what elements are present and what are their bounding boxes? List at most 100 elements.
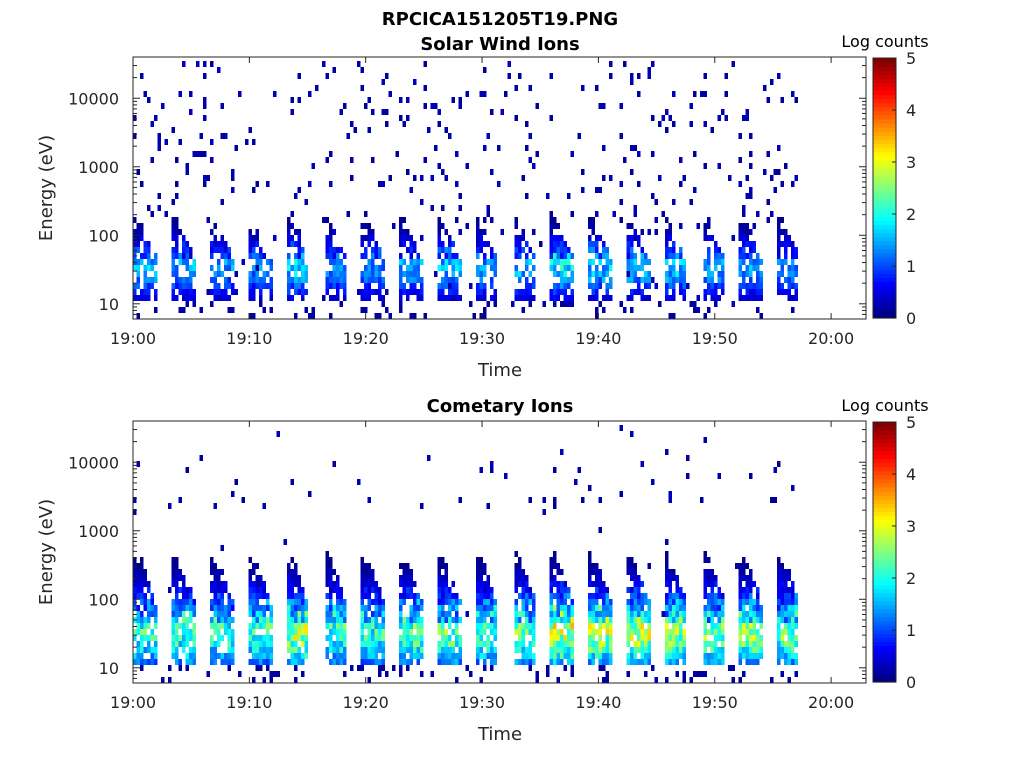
heatmap-cell: [570, 605, 574, 611]
heatmap-cell: [147, 253, 151, 259]
heatmap-cell: [567, 659, 571, 665]
heatmap-cell: [255, 181, 259, 187]
heatmap-cell: [409, 289, 413, 295]
heatmap-cell: [178, 497, 182, 503]
heatmap-cell: [448, 617, 452, 623]
heatmap-cell: [367, 605, 371, 611]
heatmap-cell: [339, 647, 343, 653]
heatmap-cell: [651, 193, 655, 199]
heatmap-cell: [329, 635, 333, 641]
heatmap-cell: [224, 133, 228, 139]
heatmap-cell: [724, 115, 728, 121]
heatmap-cell: [532, 593, 536, 599]
heatmap-cell: [315, 85, 319, 91]
heatmap-cell: [360, 647, 364, 653]
heatmap-cell: [364, 283, 368, 289]
heatmap-cell: [360, 235, 364, 241]
plot-frame: [132, 420, 867, 684]
heatmap-cell: [721, 659, 725, 665]
heatmap-cell: [444, 593, 448, 599]
heatmap-cell: [560, 581, 564, 587]
heatmap-cell: [745, 641, 749, 647]
heatmap-cell: [595, 647, 599, 653]
heatmap-cell: [444, 229, 448, 235]
heatmap-cell: [409, 187, 413, 193]
heatmap-cell: [602, 593, 606, 599]
heatmap-cell: [367, 265, 371, 271]
heatmap-cell: [367, 295, 371, 301]
heatmap-cell: [339, 623, 343, 629]
heatmap-cell: [742, 557, 746, 563]
heatmap-cell: [626, 253, 630, 259]
heatmap-cell: [787, 605, 791, 611]
heatmap-cell: [441, 599, 445, 605]
heatmap-cell: [556, 629, 560, 635]
heatmap-cell: [402, 617, 406, 623]
heatmap-cell: [602, 271, 606, 277]
heatmap-cell: [252, 641, 256, 647]
heatmap-cell: [437, 593, 441, 599]
heatmap-cell: [259, 295, 263, 301]
heatmap-cell: [556, 611, 560, 617]
heatmap-cell: [630, 73, 634, 79]
heatmap-cell: [759, 623, 763, 629]
heatmap-cell: [483, 283, 487, 289]
colorbar-swatch: [873, 560, 896, 565]
heatmap-cell: [703, 551, 707, 557]
heatmap-cell: [595, 187, 599, 193]
heatmap-cell: [385, 73, 389, 79]
heatmap-cell: [588, 647, 592, 653]
heatmap-cell: [371, 289, 375, 295]
heatmap-cell: [287, 593, 291, 599]
heatmap-cell: [619, 199, 623, 205]
heatmap-cell: [703, 653, 707, 659]
heatmap-cell: [217, 283, 221, 289]
heatmap-cell: [742, 211, 746, 217]
heatmap-cell: [458, 193, 462, 199]
heatmap-cell: [248, 647, 252, 653]
heatmap-cell: [630, 145, 634, 151]
heatmap-cell: [374, 581, 378, 587]
heatmap-cell: [553, 653, 557, 659]
colorbar-swatch: [873, 434, 896, 439]
heatmap-cell: [679, 265, 683, 271]
colorbar-swatch: [873, 232, 896, 238]
heatmap-cell: [136, 611, 140, 617]
heatmap-cell: [378, 641, 382, 647]
heatmap-cell: [381, 647, 385, 653]
heatmap-cell: [525, 289, 529, 295]
heatmap-cell: [329, 295, 333, 301]
heatmap-cell: [301, 587, 305, 593]
heatmap-cell: [465, 163, 469, 169]
heatmap-cell: [133, 217, 137, 223]
colorbar-tick-label: 4: [906, 465, 916, 484]
heatmap-cell: [490, 265, 494, 271]
heatmap-cell: [500, 229, 504, 235]
heatmap-cell: [787, 295, 791, 301]
heatmap-cell: [602, 587, 606, 593]
heatmap-cell: [371, 611, 375, 617]
heatmap-cell: [738, 617, 742, 623]
heatmap-cell: [591, 569, 595, 575]
heatmap-cell: [647, 295, 651, 301]
heatmap-cell: [157, 193, 161, 199]
panel-cometary-ions: Cometary Ions 19:00 19:10 19:20 19:30 19:40 1…: [36, 396, 929, 745]
heatmap-cell: [745, 289, 749, 295]
heatmap-cell: [654, 199, 658, 205]
heatmap-cell: [651, 479, 655, 485]
heatmap-cell: [367, 593, 371, 599]
heatmap-cell: [213, 653, 217, 659]
heatmap-cell: [297, 229, 301, 235]
heatmap-cell: [493, 647, 497, 653]
heatmap-cell: [287, 647, 291, 653]
heatmap-cell: [721, 635, 725, 641]
heatmap-cell: [696, 671, 700, 677]
heatmap-cell: [525, 617, 529, 623]
heatmap-cell: [213, 247, 217, 253]
heatmap-cell: [679, 617, 683, 623]
colorbar-swatch: [873, 188, 896, 193]
heatmap-cell: [658, 121, 662, 127]
heatmap-cell: [217, 569, 221, 575]
heatmap-cell: [339, 593, 343, 599]
heatmap-cell: [150, 647, 154, 653]
